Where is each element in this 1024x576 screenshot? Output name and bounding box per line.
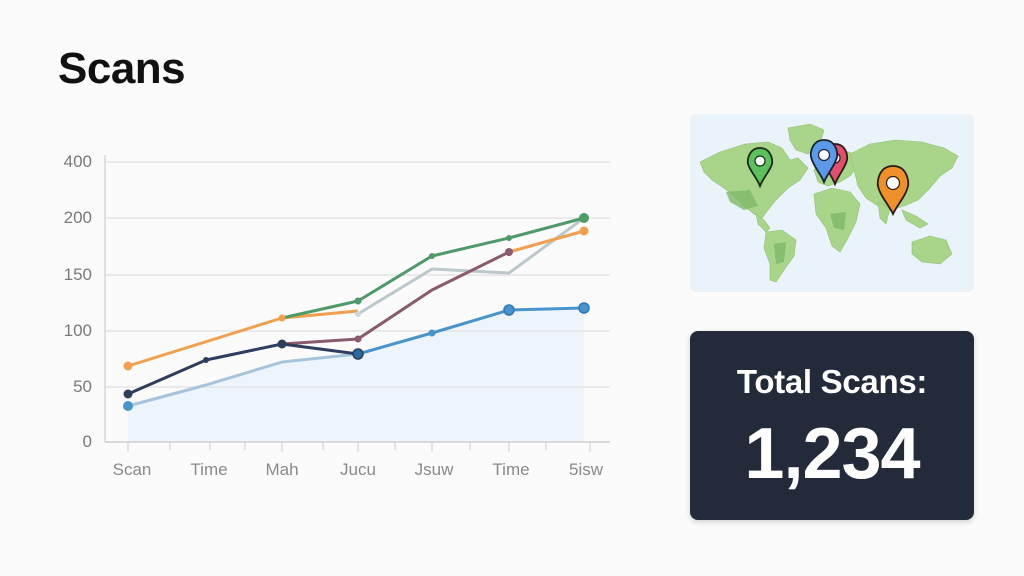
y-tick-label: 0 <box>82 432 92 451</box>
y-tick-label: 200 <box>63 208 92 227</box>
x-tick-label: Scan <box>112 460 152 479</box>
series-mauve <box>281 250 510 346</box>
total-scans-card: Total Scans: 1,234 <box>690 331 974 520</box>
x-tick-label: 5isw <box>568 460 603 479</box>
x-tick-label: Jucu <box>340 460 376 479</box>
x-tick-label: Time <box>492 460 530 479</box>
continent-north-america <box>699 141 809 219</box>
y-tick-label: 400 <box>63 152 92 171</box>
continent-australia <box>911 235 953 265</box>
x-tick-label: Mah <box>265 460 299 479</box>
world-map <box>699 123 959 283</box>
world-map-card <box>690 114 974 292</box>
series-light-blue <box>127 352 359 408</box>
y-tick-label: 50 <box>73 377 92 396</box>
series-blue <box>357 306 585 356</box>
y-tick-label: 150 <box>63 265 92 284</box>
total-scans-label: Total Scans: <box>736 363 928 400</box>
line-chart: 400 200 150 100 50 0 Scan Time Mah Jucu … <box>63 152 610 479</box>
y-tick-label: 100 <box>63 321 92 340</box>
map-pin-north-america <box>746 147 774 189</box>
map-pin-europe-blue <box>809 139 839 185</box>
x-axis-ticks <box>127 442 591 452</box>
total-scans-value: 1,234 <box>744 414 920 494</box>
map-pin-asia <box>876 165 910 217</box>
x-tick-label: Time <box>190 460 228 479</box>
series-navy <box>127 342 359 396</box>
x-tick-label: Jsuw <box>414 460 454 479</box>
page-title: Scans <box>58 44 186 93</box>
chart-area-fill <box>128 308 584 442</box>
chart-plot <box>104 155 610 452</box>
series-light-gray <box>357 216 585 316</box>
gridlines <box>106 161 610 388</box>
series-markers <box>123 213 590 411</box>
series-orange-tail <box>508 229 585 254</box>
